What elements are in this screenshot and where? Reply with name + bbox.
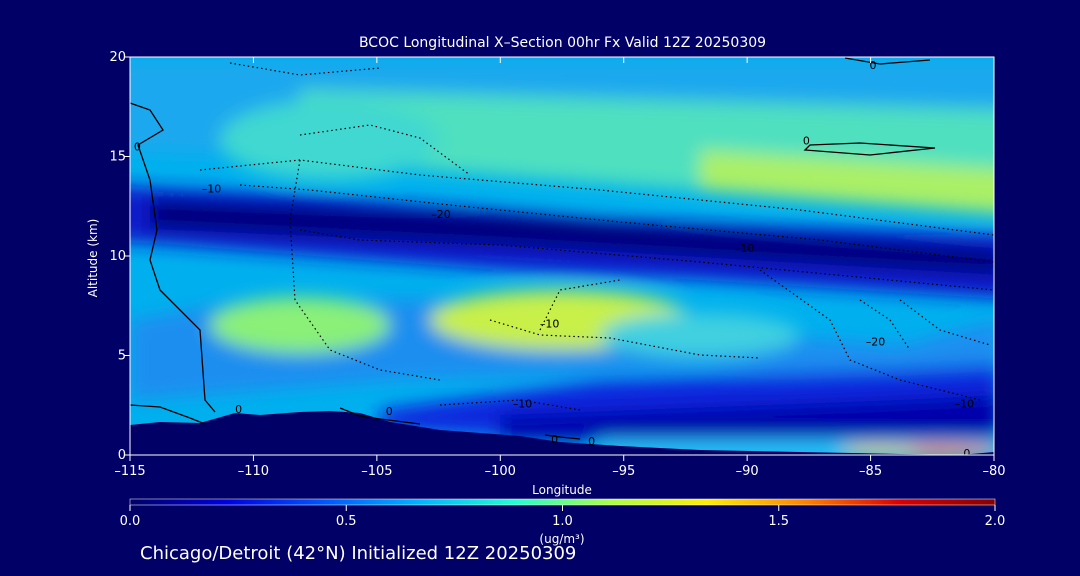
chart-title: BCOC Longitudinal X–Section 00hr Fx Vali… <box>358 35 767 51</box>
contours-zero <box>130 57 936 440</box>
x-tick-label: –85 <box>859 464 882 479</box>
colorbar-unit-label: (ug/m³) <box>539 532 584 546</box>
contour-label: 0 <box>386 405 393 418</box>
colorbar-tick-label: 1.0 <box>552 514 573 529</box>
y-tick-label: 0 <box>118 448 126 463</box>
plot-area: 0 –10 –20 –10 –10 –20 0 0 0 0 –10 0 0 –10 0 <box>129 56 995 460</box>
contour-label: 0 <box>963 447 970 460</box>
colorbar-gradient <box>129 498 996 506</box>
x-axis-label: Longitude <box>532 483 592 497</box>
colorbar-tick-label: 1.5 <box>768 514 789 529</box>
x-tick-label: –100 <box>485 464 516 479</box>
contour-label: –10 <box>955 397 975 410</box>
contour-labels: 0 –10 –20 –10 –10 –20 0 0 0 0 –10 0 0 –10 0 <box>134 59 975 460</box>
y-tick-label: 5 <box>118 349 126 364</box>
contour-label: 0 <box>235 403 242 416</box>
x-tick-label: –115 <box>114 464 145 479</box>
contour-label: –10 <box>513 397 533 410</box>
y-tick-label: 10 <box>109 249 126 264</box>
contour-label: 0 <box>134 141 141 154</box>
colorbar-tick-label: 0.0 <box>120 514 141 529</box>
colorbar-tick-label: 0.5 <box>336 514 357 529</box>
contour-label: –20 <box>431 208 451 221</box>
contours-negative <box>199 62 994 411</box>
contour-label: –10 <box>735 242 755 255</box>
contour-label: 0 <box>551 433 558 446</box>
y-axis-label: Altitude (km) <box>86 219 100 298</box>
colorbar: (ug/m³) 0.0 0.5 1.0 1.5 2.0 <box>120 498 1006 546</box>
contour-label: –10 <box>540 318 560 331</box>
contour-label: 0 <box>803 135 810 148</box>
x-tick-label: –105 <box>361 464 392 479</box>
contour-label: 0 <box>588 435 595 448</box>
footer-caption: Chicago/Detroit (42°N) Initialized 12Z 2… <box>140 543 577 564</box>
concentration-field <box>130 60 994 455</box>
contour-label: –20 <box>866 336 886 349</box>
colorbar-tick-label: 2.0 <box>985 514 1006 529</box>
terrain <box>130 411 994 455</box>
contour-label: 0 <box>870 59 877 72</box>
x-tick-label: –110 <box>238 464 269 479</box>
x-tick-label: –80 <box>982 464 1005 479</box>
contour-label: –10 <box>202 182 222 195</box>
x-tick-label: –90 <box>736 464 759 479</box>
y-tick-label: 20 <box>109 50 126 65</box>
x-tick-label: –95 <box>612 464 635 479</box>
y-tick-label: 15 <box>109 150 126 165</box>
